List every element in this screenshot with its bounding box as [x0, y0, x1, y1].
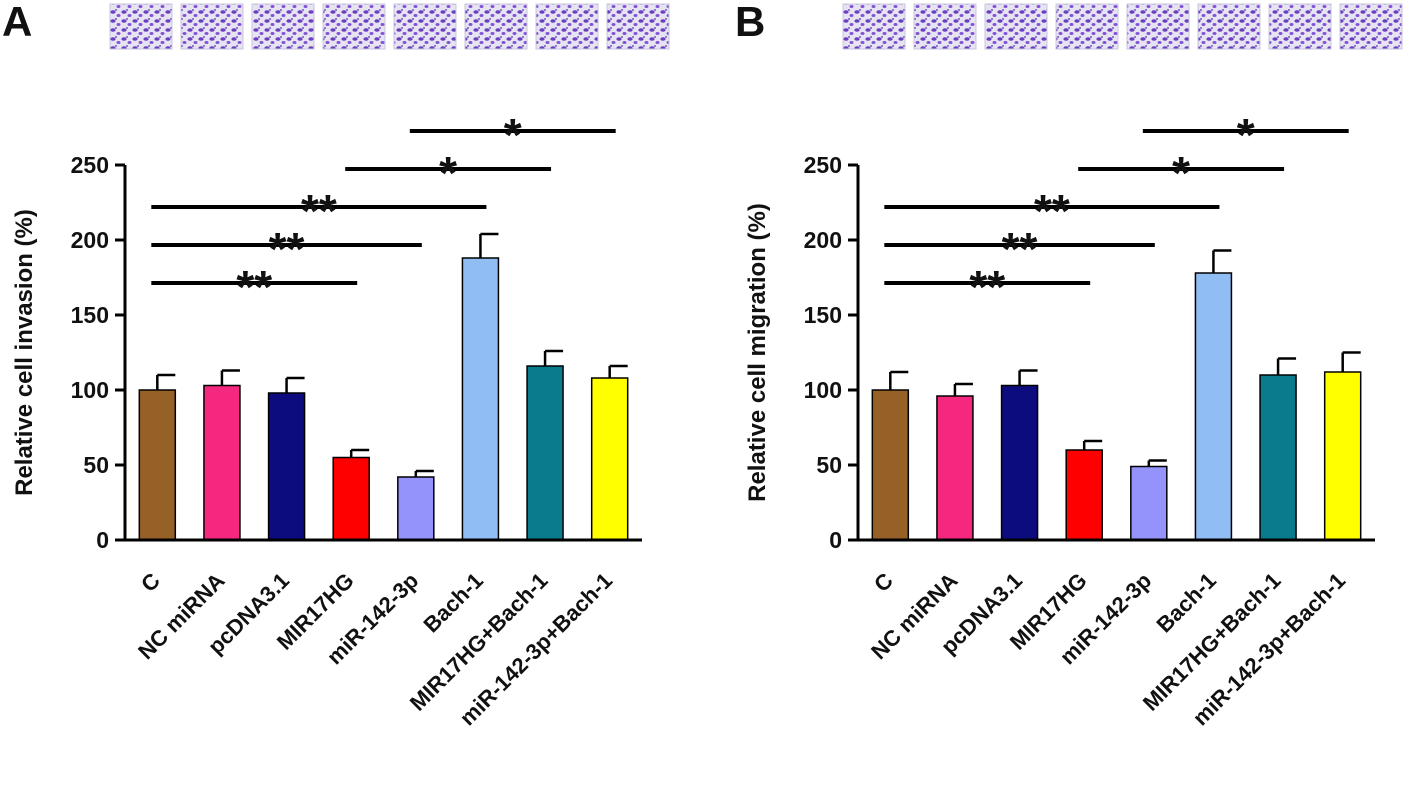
significance-label: ** [269, 223, 305, 275]
bar [461, 257, 500, 541]
panel-label: A [2, 0, 32, 45]
y-tick-label: 50 [83, 452, 109, 478]
significance-label: * [1172, 147, 1190, 199]
y-tick-label: 0 [829, 527, 842, 553]
y-tick-label: 200 [804, 227, 842, 253]
micrograph [535, 3, 599, 50]
micrograph [393, 3, 457, 50]
significance-label: ** [1002, 223, 1038, 275]
y-tick-label: 150 [804, 302, 842, 328]
significance-label: * [504, 109, 522, 161]
significance-label: ** [1034, 185, 1070, 237]
bar [397, 476, 435, 541]
y-tick-label: 100 [71, 377, 109, 403]
bar [1194, 272, 1233, 541]
y-tick-label: 250 [804, 152, 842, 178]
micrograph [109, 3, 173, 50]
y-tick-label: 0 [96, 527, 109, 553]
significance-label: * [1237, 109, 1255, 161]
y-tick-label: 250 [71, 152, 109, 178]
bar [138, 389, 177, 541]
bar [526, 365, 564, 541]
y-tick-label: 100 [804, 377, 842, 403]
x-tick-label: C [136, 568, 165, 597]
significance-label: ** [301, 185, 337, 237]
y-tick-label: 200 [71, 227, 109, 253]
bar [267, 392, 306, 541]
y-tick-label: 150 [71, 302, 109, 328]
panel: B Relative cell migration (%) 0 50 100 150 200… [735, 0, 1403, 730]
significance-label: * [439, 147, 457, 199]
micrograph [1055, 3, 1119, 50]
significance-label: ** [969, 261, 1005, 313]
bar [203, 384, 241, 541]
x-tick-label: C [869, 568, 898, 597]
micrograph [251, 3, 315, 50]
y-tick-label: 50 [816, 452, 842, 478]
micrograph [464, 3, 528, 50]
bar [332, 456, 370, 541]
significance-label: ** [236, 261, 272, 313]
micrograph [1197, 3, 1261, 50]
micrograph [913, 3, 977, 50]
micrograph [180, 3, 244, 50]
micrograph [984, 3, 1048, 50]
y-axis-title: Relative cell migration (%) [744, 203, 771, 502]
bar [1000, 384, 1039, 541]
bar [871, 389, 910, 541]
panel: A Relative cell invasion (%) 0 50 100 150 200 2… [2, 0, 670, 730]
micrograph [322, 3, 386, 50]
micrograph [1339, 3, 1403, 50]
bar [1323, 371, 1362, 541]
bar [590, 377, 629, 541]
bar [1065, 449, 1103, 541]
micrograph [842, 3, 906, 50]
micrograph [1126, 3, 1190, 50]
bar [936, 395, 974, 541]
y-axis-title: Relative cell invasion (%) [11, 209, 38, 496]
panel-label: B [735, 0, 765, 45]
micrograph [1268, 3, 1332, 50]
micrograph [606, 3, 670, 50]
bar [1130, 465, 1168, 541]
bar [1259, 374, 1297, 541]
